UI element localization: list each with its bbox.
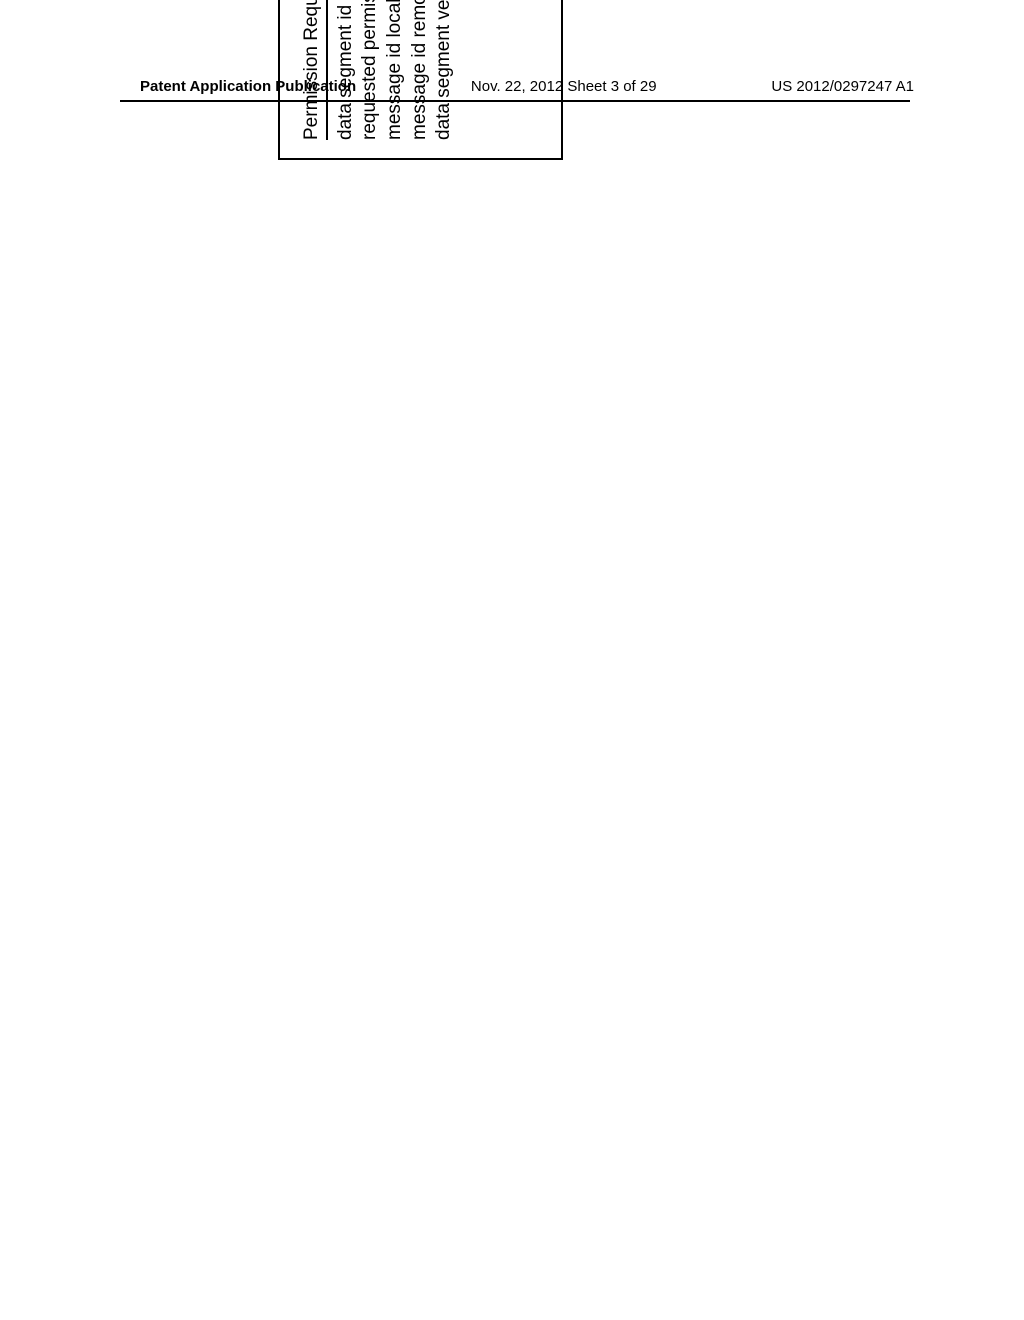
col-item: data segment version — [432, 0, 457, 140]
col-item: message id remote — [408, 0, 433, 140]
col-title: Permission Request — [300, 0, 328, 140]
col-permission-request: Permission Request data segment id reque… — [300, 0, 507, 140]
col-item: data segment id — [334, 0, 359, 140]
figure-wrap: Permission Request data segment id reque… — [278, 0, 563, 160]
columns: Permission Request data segment id reque… — [300, 0, 507, 140]
col-item: requested permission — [358, 0, 383, 140]
header-right: US 2012/0297247 A1 — [771, 78, 914, 95]
figure-box: Permission Request data segment id reque… — [278, 0, 563, 160]
col-item: message id local — [383, 0, 408, 140]
